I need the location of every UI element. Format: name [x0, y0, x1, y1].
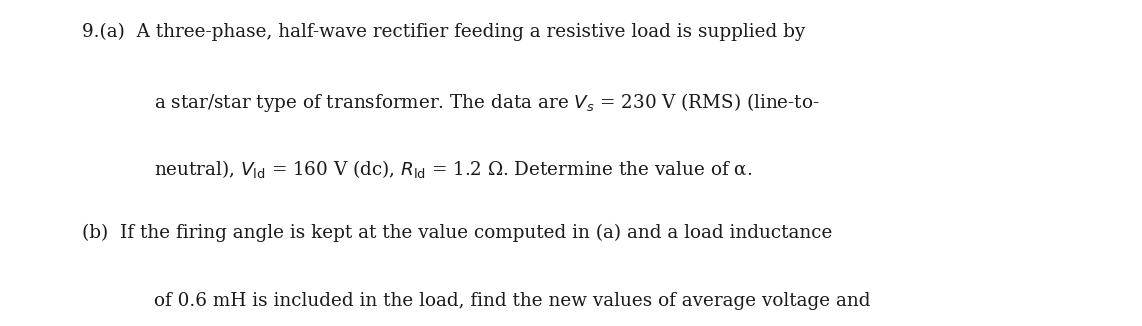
Text: neutral), $V_{\mathrm{ld}}$ = 160 V (dc), $R_{\mathrm{ld}}$ = 1.2 Ω. Determine t: neutral), $V_{\mathrm{ld}}$ = 160 V (dc)… — [154, 158, 753, 180]
Text: of 0.6 mH is included in the load, find the new values of average voltage and: of 0.6 mH is included in the load, find … — [154, 292, 870, 310]
Text: a star/star type of transformer. The data are $V_s$ = 230 V (RMS) (line-to-: a star/star type of transformer. The dat… — [154, 91, 820, 114]
Text: 9.(a)  A three-phase, half-wave rectifier feeding a resistive load is supplied b: 9.(a) A three-phase, half-wave rectifier… — [82, 23, 805, 41]
Text: (b)  If the firing angle is kept at the value computed in (a) and a load inducta: (b) If the firing angle is kept at the v… — [82, 223, 833, 242]
